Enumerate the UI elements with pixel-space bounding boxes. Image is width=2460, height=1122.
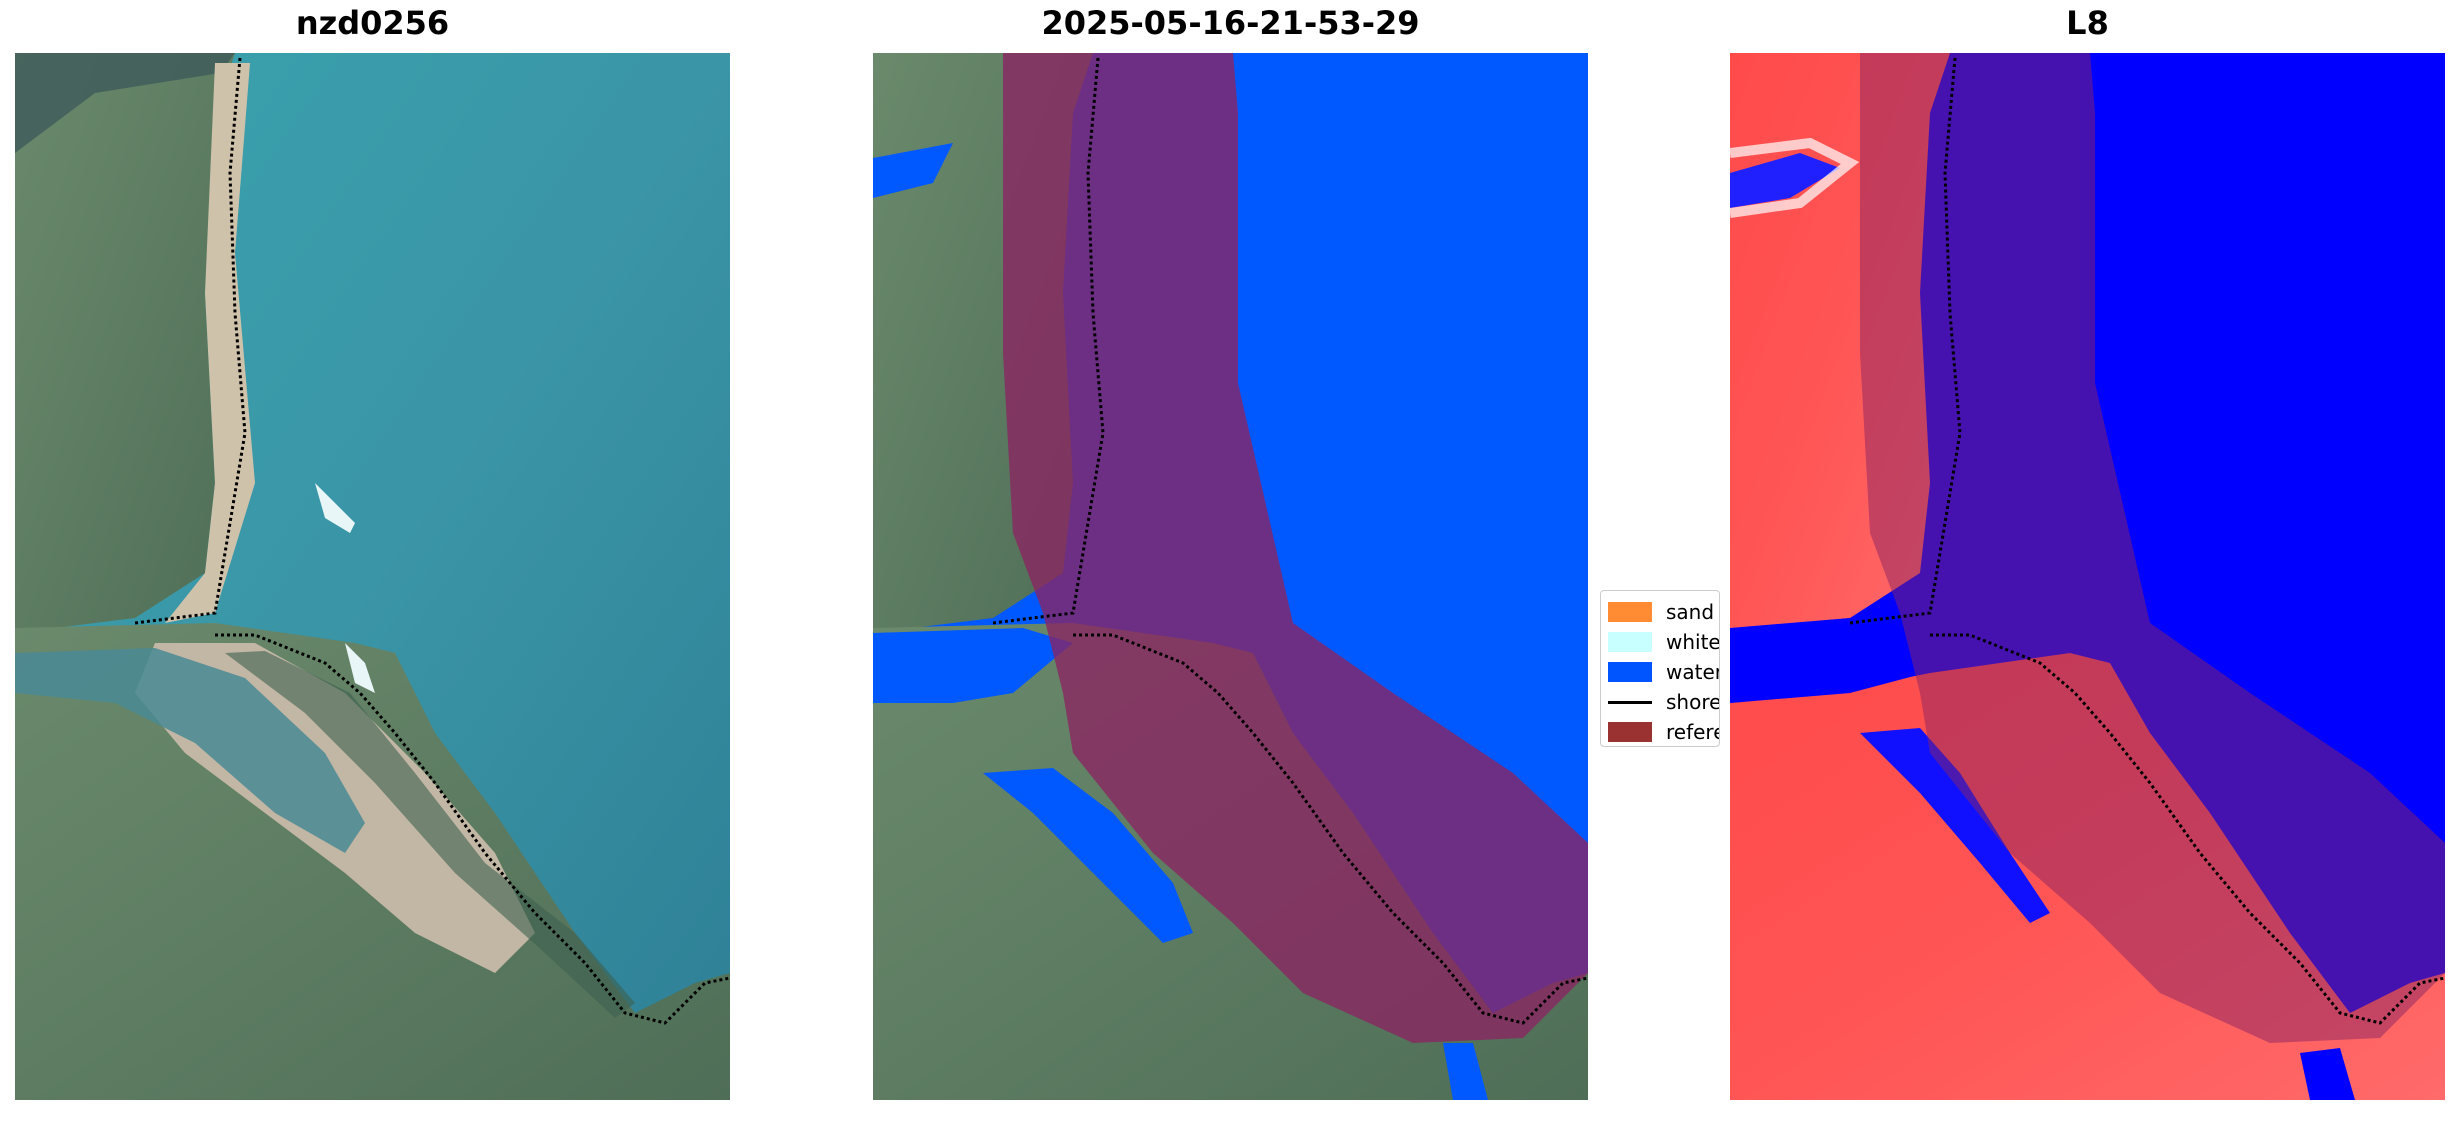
legend-item-reference: referen: [1608, 717, 1719, 746]
index-water-river: [1730, 618, 1930, 703]
reference-zone-overlay: [1003, 53, 1588, 1043]
water-class-lagoon: [873, 143, 953, 198]
water-class-channel: [983, 768, 1193, 943]
legend-swatch-water: [1608, 662, 1652, 682]
river-channel: [15, 648, 365, 853]
shoreline-north: [1849, 57, 1962, 625]
index-water-south: [2300, 1048, 2355, 1100]
legend-label-water: water: [1666, 660, 1720, 684]
northern-land: [15, 53, 235, 633]
lagoon-north: [15, 53, 235, 153]
legend-item-shoreline: shorel: [1608, 687, 1719, 717]
shoreline-south: [1930, 633, 2445, 1025]
index-transition-lagoon: [1730, 137, 1860, 218]
reference-zone-overlay: [1860, 53, 2445, 1043]
legend-item-sand: sand: [1608, 597, 1719, 627]
whitewater-patches: [315, 483, 375, 693]
index-image: [1730, 53, 2445, 1100]
legend-label-shoreline: shorel: [1666, 690, 1719, 714]
classification-image: [873, 53, 1588, 1100]
panel-title-index: L8: [2066, 4, 2109, 42]
shoreline-south: [1073, 633, 1588, 1025]
shoreline-north: [134, 57, 247, 625]
legend-swatch-shoreline: [1608, 700, 1652, 704]
water-class-river: [873, 628, 1073, 703]
legend-label-sand: sand: [1666, 600, 1715, 624]
index-water-lagoon: [1730, 153, 1840, 208]
rgb-satellite-image: [15, 53, 730, 1100]
vegetation-strip: [225, 651, 635, 1018]
legend-swatch-reference: [1608, 722, 1652, 742]
classification-panel: [873, 53, 1588, 1100]
legend-swatch-whitewater: [1608, 632, 1652, 652]
legend-label-reference: referen: [1666, 720, 1719, 744]
water-class-south: [1443, 1043, 1488, 1100]
panel-title-rgb: nzd0256: [295, 4, 450, 42]
shoreline-south: [215, 633, 730, 1025]
rgb-satellite-panel: [15, 53, 730, 1100]
legend-swatch-sand: [1608, 602, 1652, 622]
index-water-channel: [1860, 728, 2050, 923]
panel-title-classification: 2025-05-16-21-53-29: [1041, 4, 1420, 42]
index-panel: [1730, 53, 2445, 1100]
legend-item-water: water: [1608, 657, 1719, 687]
shoreline-north: [992, 57, 1105, 625]
